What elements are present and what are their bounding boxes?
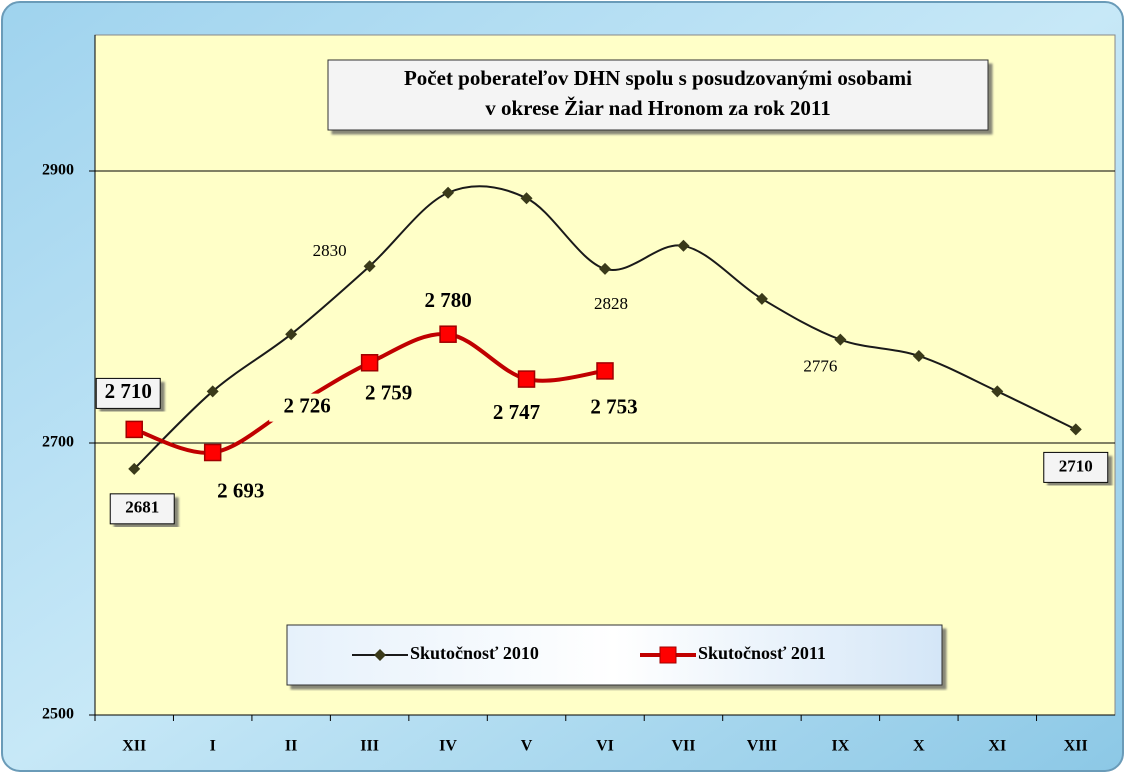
chart: Počet poberateľov DHN spolu s posudzovan… xyxy=(0,0,1125,773)
data-label: 2710 xyxy=(1059,456,1093,475)
x-tick-label: XII xyxy=(122,738,146,755)
marker xyxy=(126,421,142,437)
x-tick-label: XI xyxy=(988,738,1006,755)
x-tick-label: IX xyxy=(831,738,849,755)
page: {"chart_data": {"type": "line", "title":… xyxy=(0,0,1125,773)
data-label: 2 710 xyxy=(105,379,152,403)
legend-marker xyxy=(660,647,676,663)
y-tick-label: 2700 xyxy=(42,434,74,451)
marker xyxy=(362,355,378,371)
x-tick-label: X xyxy=(913,738,925,755)
data-label: 2 753 xyxy=(590,395,637,419)
x-tick-label: I xyxy=(210,738,216,755)
x-tick-label: VI xyxy=(596,738,614,755)
data-label: 2 747 xyxy=(493,400,540,424)
chart-subtitle: v okrese Žiar nad Hronom za rok 2011 xyxy=(485,96,831,120)
data-label: 2 759 xyxy=(365,381,412,405)
chart-title: Počet poberateľov DHN spolu s posudzovan… xyxy=(404,66,912,90)
data-label: 2828 xyxy=(594,294,628,313)
x-tick-label: III xyxy=(360,738,379,755)
x-tick-label: II xyxy=(285,738,297,755)
legend-label: Skutočnosť 2011 xyxy=(698,643,826,663)
data-label: 2830 xyxy=(313,241,347,260)
marker xyxy=(597,363,613,379)
y-tick-label: 2500 xyxy=(42,706,74,723)
x-tick-label: IV xyxy=(439,738,457,755)
data-label: 2776 xyxy=(803,357,837,376)
marker xyxy=(205,445,221,461)
y-tick-label: 2900 xyxy=(42,162,74,179)
x-tick-label: VII xyxy=(671,738,695,755)
x-tick-label: XII xyxy=(1064,738,1088,755)
x-tick-label: VIII xyxy=(747,738,777,755)
data-label: 2 693 xyxy=(217,478,264,502)
x-tick-label: V xyxy=(521,738,533,755)
data-label: 2 780 xyxy=(424,288,471,312)
data-label: 2681 xyxy=(125,498,159,517)
legend-label: Skutočnosť 2010 xyxy=(410,643,539,663)
marker xyxy=(519,371,535,387)
data-label: 2 726 xyxy=(284,393,331,417)
marker xyxy=(440,326,456,342)
